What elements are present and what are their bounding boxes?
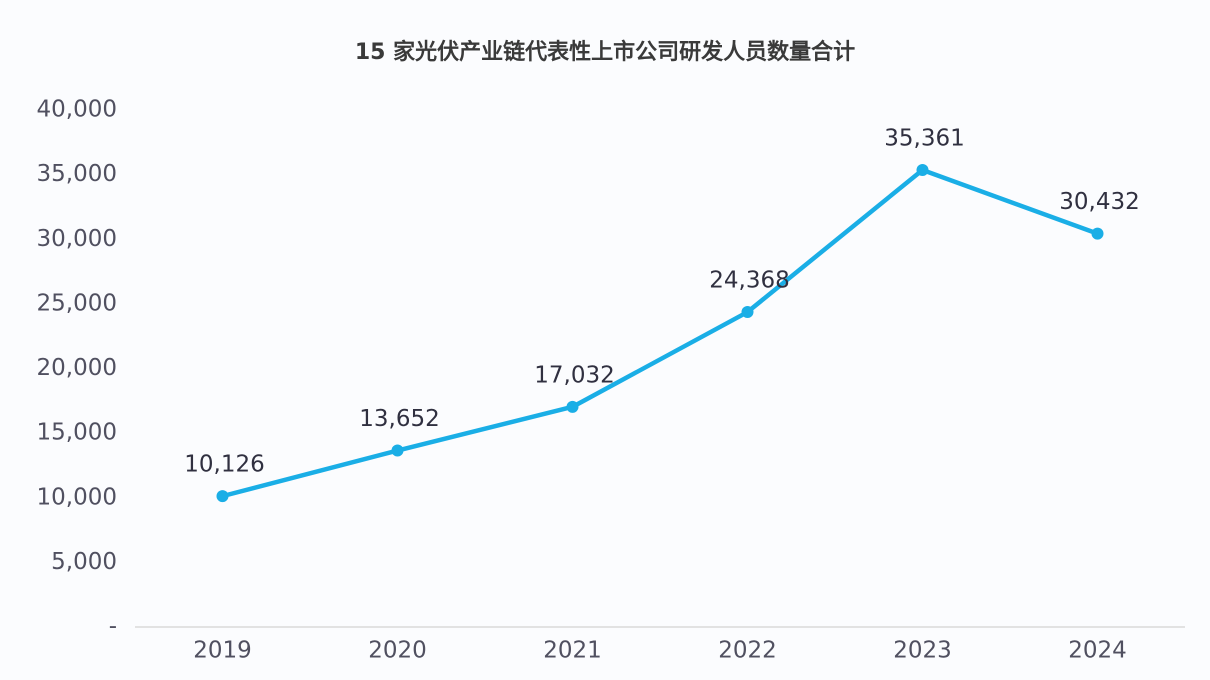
y-tick-label: 10,000 [37, 484, 117, 510]
y-tick-label: 30,000 [37, 226, 117, 252]
data-point [741, 306, 754, 319]
data-point [391, 444, 404, 457]
data-point [566, 400, 579, 413]
y-tick-label: 35,000 [37, 161, 117, 187]
data-label: 30,432 [1059, 189, 1139, 215]
y-tick-label: 20,000 [37, 355, 117, 381]
y-tick-label: 5,000 [51, 549, 117, 575]
data-point [1091, 227, 1104, 240]
chart-title: 15 家光伏产业链代表性上市公司研发人员数量合计 [355, 39, 855, 65]
y-tick-label: 15,000 [37, 420, 117, 446]
x-tick-label: 2022 [718, 638, 777, 664]
x-tick-label: 2020 [368, 638, 427, 664]
x-tick-label: 2019 [193, 638, 252, 664]
data-label: 35,361 [884, 125, 964, 151]
y-tick-label: 25,000 [37, 290, 117, 316]
data-point [216, 490, 229, 503]
data-label: 24,368 [709, 268, 789, 294]
y-tick-label: - [109, 614, 117, 640]
x-tick-label: 2023 [893, 638, 952, 664]
x-tick-label: 2024 [1068, 638, 1127, 664]
line-series [221, 167, 1099, 499]
x-tick-label: 2021 [543, 638, 602, 664]
data-point [916, 163, 929, 176]
data-label: 17,032 [534, 362, 614, 388]
data-label: 10,126 [184, 452, 264, 478]
data-label: 13,652 [359, 406, 439, 432]
y-tick-label: 40,000 [37, 97, 117, 123]
